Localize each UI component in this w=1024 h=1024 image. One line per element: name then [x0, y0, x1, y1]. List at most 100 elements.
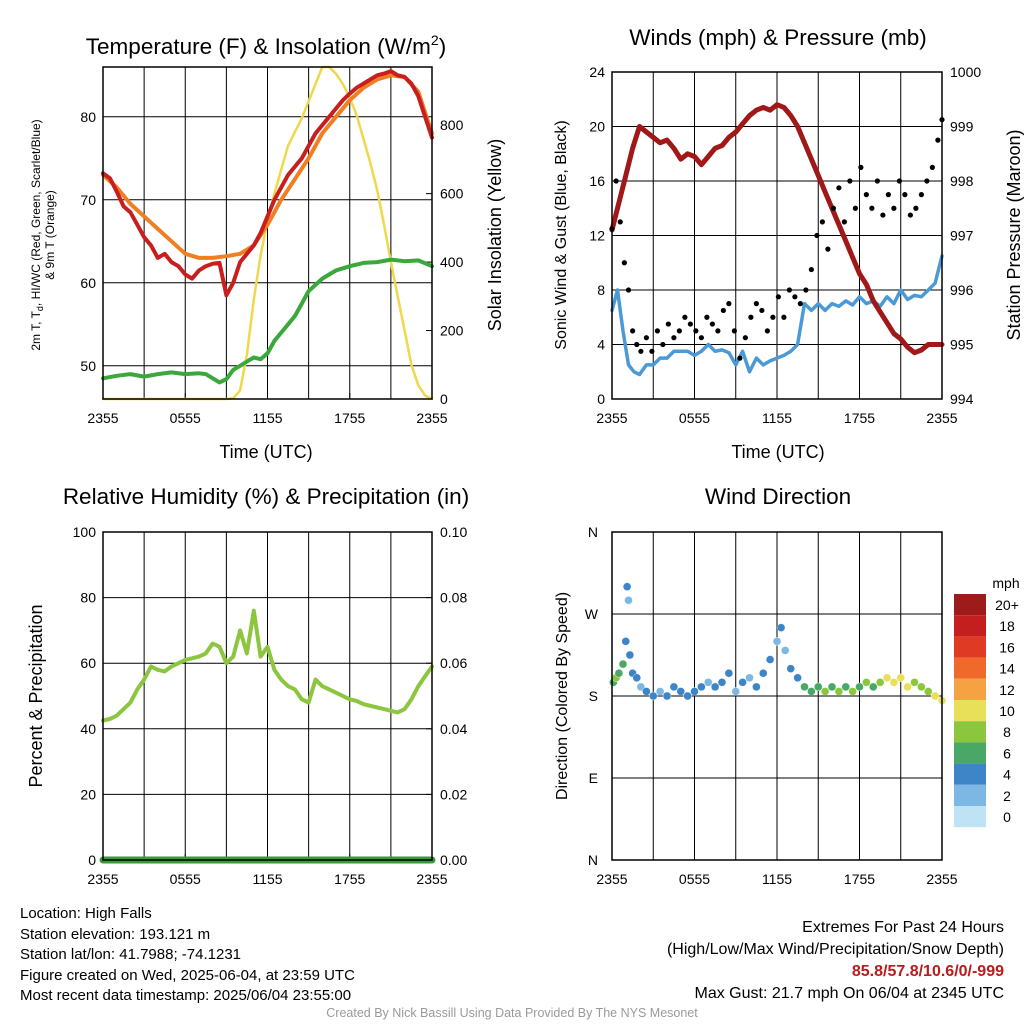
gust-point	[715, 328, 721, 334]
temp-ytick-label: 50	[80, 358, 96, 374]
credit-text: Created By Nick Bassill Using Data Provi…	[326, 1006, 698, 1020]
direction-point	[910, 678, 919, 687]
dir-xtick-label: 1755	[844, 871, 875, 887]
gust-point	[874, 178, 880, 184]
rh-y2tick-label: 0.02	[440, 786, 467, 802]
temp-y2-label: Solar Insolation (Yellow)	[485, 139, 505, 331]
temp-y2tick-label: 200	[440, 323, 464, 339]
rh-ytick-label: 60	[80, 655, 96, 671]
wind-y2tick-label: 995	[950, 337, 974, 353]
rh-xtick-label: 2355	[416, 871, 447, 887]
legend-label: 4	[1003, 767, 1011, 783]
direction-point	[882, 673, 892, 682]
direction-point	[814, 682, 823, 692]
gust-point	[885, 192, 891, 198]
direction-point	[807, 687, 816, 696]
direction-point	[862, 678, 871, 687]
gust-point	[693, 328, 699, 334]
dir-xtick-label: 2355	[596, 871, 627, 887]
legend-swatch	[954, 700, 986, 722]
direction-point	[786, 664, 795, 673]
gust-point	[649, 348, 655, 354]
gust-point	[830, 205, 836, 211]
direction-point	[724, 669, 734, 678]
max-gust-text: Max Gust: 21.7 mph On 06/04 at 2345 UTC	[694, 985, 1005, 1002]
temp-xtick-label: 1155	[252, 410, 282, 426]
direction-point	[717, 678, 727, 687]
rh-y2tick-label: 0.04	[440, 721, 467, 737]
dir-ytick-label: E	[589, 770, 598, 786]
rh-ytick-label: 100	[73, 524, 97, 540]
direction-point	[848, 687, 857, 696]
legend-swatch	[954, 636, 986, 658]
dewpoint-line	[101, 257, 434, 385]
legend-swatch	[954, 806, 986, 828]
gust-point	[836, 185, 842, 191]
rh-line	[101, 608, 434, 723]
gust-point	[858, 164, 864, 170]
wind-ytick-label: 20	[589, 119, 605, 135]
gust-point	[918, 192, 924, 198]
direction-point	[614, 669, 624, 678]
gust-point	[786, 287, 792, 293]
gust-point	[880, 212, 886, 218]
gust-point	[924, 178, 930, 184]
direction-point	[697, 682, 706, 692]
wind-y2tick-label: 998	[950, 173, 974, 189]
rh-xtick-label: 2355	[87, 871, 118, 887]
direction-point	[655, 687, 665, 696]
rh-ytick-label: 0	[88, 852, 96, 868]
wind-y2tick-label: 997	[950, 228, 974, 244]
dir-ytick-label: N	[588, 852, 598, 868]
wind-ytick-label: 16	[589, 173, 605, 189]
direction-point	[869, 682, 878, 692]
legend-label: 10	[999, 703, 1015, 719]
direction-point	[704, 678, 713, 687]
gust-point	[929, 164, 935, 170]
wind-xtick-label: 0555	[679, 410, 710, 426]
created-text: Figure created on Wed, 2025-06-04, at 23…	[20, 966, 355, 984]
temp-y2tick-label: 600	[440, 186, 464, 202]
svg-text:2m T, Td, HI/WC (Red, Green, S: 2m T, Td, HI/WC (Red, Green, Scarlet/Blu…	[29, 119, 45, 350]
wind-y2tick-label: 999	[950, 119, 974, 135]
station-info: Location: High Falls Station elevation: …	[20, 904, 355, 1007]
legend-label: 18	[999, 618, 1015, 634]
rh-y2tick-label: 0.06	[440, 655, 467, 671]
gust-point	[814, 232, 820, 239]
extremes-values: 85.8/57.8/10.6/0/-999	[851, 963, 1004, 980]
gust-point	[737, 355, 743, 361]
gust-point	[660, 341, 666, 348]
rh-xtick-label: 1755	[334, 871, 365, 887]
temp-ytick-label: 60	[80, 275, 96, 291]
legend-swatch	[954, 784, 986, 806]
gust-point	[819, 219, 825, 225]
direction-point	[618, 659, 628, 669]
gust-point	[654, 328, 660, 334]
gust-point	[841, 219, 847, 225]
wind-y2-label: Station Pressure (Maroon)	[1004, 129, 1024, 340]
rh-xtick-label: 1155	[252, 871, 282, 887]
gust-point	[808, 266, 814, 273]
legend-swatch	[954, 615, 986, 637]
speed-legend: 20+ 18 16 14 12 10 8 6 4 2 0	[954, 594, 1019, 828]
gust-point	[770, 314, 776, 320]
extremes-subtitle: (High/Low/Max Wind/Precipitation/Snow De…	[666, 941, 1004, 958]
dir-xtick-label: 1155	[762, 871, 792, 887]
dir-xtick-label: 0555	[679, 871, 710, 887]
gust-point	[634, 341, 640, 348]
gust-point	[852, 205, 858, 211]
gust-point	[907, 212, 913, 218]
wind-ytick-label: 12	[589, 228, 605, 244]
wind-border	[611, 71, 943, 400]
direction-point	[820, 687, 830, 696]
gust-point	[625, 287, 632, 293]
direction-point	[765, 655, 775, 664]
gust-point	[709, 321, 715, 327]
dir-xtick-label: 2355	[926, 871, 957, 887]
gust-point	[825, 246, 831, 252]
gust-point	[759, 307, 765, 314]
legend-label: 8	[1003, 724, 1011, 740]
gust-point	[781, 314, 787, 320]
temp-2m-line	[101, 69, 434, 298]
